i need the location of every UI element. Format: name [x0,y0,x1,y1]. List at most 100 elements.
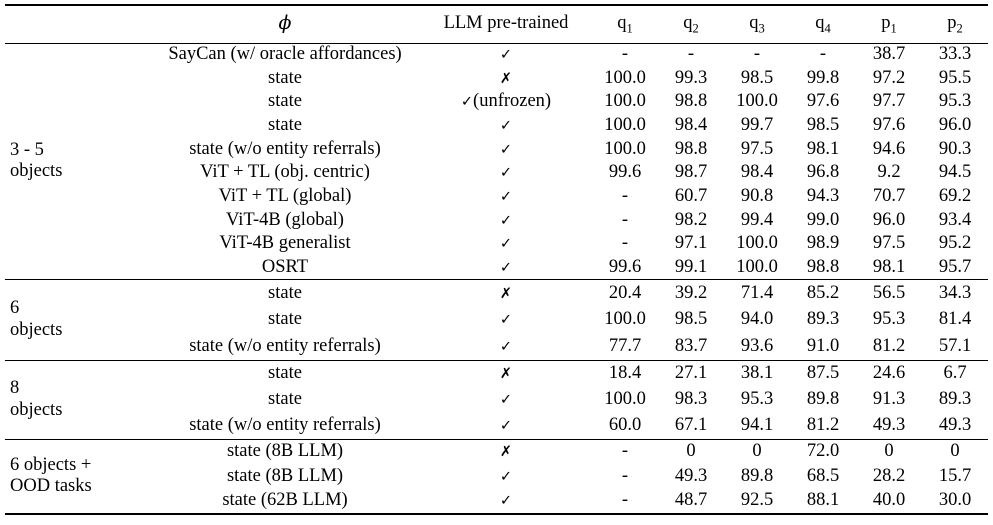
cell-llm-pretrained: ✓ [420,333,592,360]
cross-icon: ✗ [499,365,513,382]
group-label-line: OOD tasks [10,476,92,497]
cell-p1: 24.6 [872,362,906,383]
cell-p1: 38.7 [872,44,906,65]
table-row: state (w/o entity referrals) ✓ 77.7 83.7 93.… [5,333,988,360]
table-row: ViT + TL (obj. centric) ✓ 99.6 98.7 98.4 96.8… [5,161,988,185]
cell-q4: 89.3 [806,309,840,330]
header-row: ϕ LLM pre-trained q1 q2 q3 q4 p1 p2 [5,5,988,43]
cell-q2: 99.3 [674,67,708,88]
col-header-q1: q1 [617,13,633,37]
cell-q4: 98.5 [806,114,840,135]
cell-q4: 99.0 [806,209,840,230]
cell-phi: ViT-4B (global) [226,209,344,230]
cell-phi: SayCan (w/ oracle affordances) [168,44,402,65]
cell-q1: - [621,186,629,207]
cell-q2: - [687,44,695,65]
table-row: state ✗ 100.0 99.3 98.5 99.8 97.2 95.5 [5,67,988,91]
cross-icon: ✗ [499,444,513,461]
cell-q3: 89.8 [740,465,774,486]
mark-suffix: (unfrozen) [473,91,552,112]
cell-p1: 81.2 [872,335,906,356]
cell-phi: state (w/o entity referrals) [189,335,381,356]
group-label: 3 - 5 objects [5,43,150,280]
cell-q4: 98.8 [806,256,840,277]
check-icon: ✓ [499,141,513,158]
cell-p2: 49.3 [938,415,972,436]
cell-q1: 99.6 [608,256,642,277]
table-row: state (62B LLM) ✓ - 48.7 92.5 88.1 40.0 30.0 [5,489,988,514]
group-label-line: objects [10,161,63,182]
cell-q4: 94.3 [806,186,840,207]
table-row: state (8B LLM) ✓ - 49.3 89.8 68.5 28.2 15.7 [5,464,988,489]
cell-llm-pretrained: ✓ [420,209,592,233]
check-icon: ✓ [499,338,513,355]
cell-phi: state [268,114,302,135]
cell-q2: 27.1 [674,362,708,383]
cell-q3: 90.8 [740,186,774,207]
cell-phi: state [268,362,302,383]
table-row: OSRT ✓ 99.6 99.1 100.0 98.8 98.1 95.7 [5,256,988,280]
cell-q4: 87.5 [806,362,840,383]
cell-p1: 9.2 [877,162,901,183]
cell-q3: 98.4 [740,162,774,183]
results-table-wrapper: ϕ LLM pre-trained q1 q2 q3 q4 p1 p2 3 - … [5,4,988,515]
phi-symbol: ϕ [278,12,292,35]
cell-q1: 60.0 [608,415,642,436]
cell-llm-pretrained: ✓ [420,256,592,280]
cell-q2: 98.2 [674,209,708,230]
check-icon: ✓ [499,418,513,435]
table-row: 6 objects + OOD tasks state (8B LLM) ✗ - 0 0 72… [5,439,988,496]
table-row: ViT-4B generalist ✓ - 97.1 100.0 98.9 97.5 95.2 [5,233,988,257]
col-header-group [5,5,150,43]
cell-p1: 95.3 [872,309,906,330]
cell-p2: 33.3 [938,44,972,65]
cell-q1: - [621,233,629,254]
cell-q3: 71.4 [740,282,774,303]
cell-phi: state (62B LLM) [222,490,348,511]
cell-q2: 98.4 [674,114,708,135]
cell-p2: 89.3 [938,388,972,409]
cell-p1: 96.0 [872,209,906,230]
cell-phi: state (8B LLM) [226,441,344,462]
cell-llm-pretrained: ✓ [420,161,592,185]
cell-q4: 85.2 [806,282,840,303]
cell-p1: 97.6 [872,114,906,135]
cell-llm-pretrained: ✓ [420,307,592,334]
table-row: state ✓ 100.0 98.5 94.0 89.3 95.3 81.4 [5,307,988,334]
cell-q2: 98.7 [674,162,708,183]
cell-phi: ViT + TL (global) [218,186,352,207]
cell-p2: 0 [950,441,960,462]
cell-p2: 57.1 [938,335,972,356]
check-icon: ✓ [499,312,513,329]
col-header-p2: p2 [947,13,963,37]
check-icon: ✓ [499,468,513,485]
table-row: 8 objects state ✗ 18.4 27.1 38.1 87.5 24.6 6.7 [5,360,988,420]
cell-q4: 88.1 [806,490,840,511]
cross-icon: ✗ [499,285,513,302]
cell-p2: 34.3 [938,282,972,303]
cell-q4: 98.9 [806,233,840,254]
cell-q4: 98.1 [806,138,840,159]
cell-llm-pretrained: ✓ [420,138,592,162]
cell-q3: 100.0 [736,233,778,254]
cell-q2: 67.1 [674,415,708,436]
cell-q2: 0 [686,441,696,462]
cell-q4: - [819,44,827,65]
table-row: ViT + TL (global) ✓ - 60.7 90.8 94.3 70.7 69.2 [5,185,988,209]
cell-p1: 97.5 [872,233,906,254]
cell-q1: - [621,465,629,486]
cell-phi: state (8B LLM) [226,465,344,486]
group-label-line: 8 [10,378,20,399]
cell-q2: 98.8 [674,91,708,112]
cell-q1: - [621,44,629,65]
cell-q3: 92.5 [740,490,774,511]
cell-q3: 100.0 [736,256,778,277]
cell-llm-pretrained: ✓ [420,233,592,257]
cell-llm-pretrained: ✓(unfrozen) [420,90,592,114]
cell-phi: state [268,91,302,112]
cell-q2: 98.5 [674,309,708,330]
table-row: state ✓(unfrozen) 100.0 98.8 100.0 97.6 97.7 95… [5,90,988,114]
cell-q4: 81.2 [806,415,840,436]
cell-llm-pretrained: ✓ [420,413,592,439]
group-label: 6 objects + OOD tasks [5,439,150,513]
